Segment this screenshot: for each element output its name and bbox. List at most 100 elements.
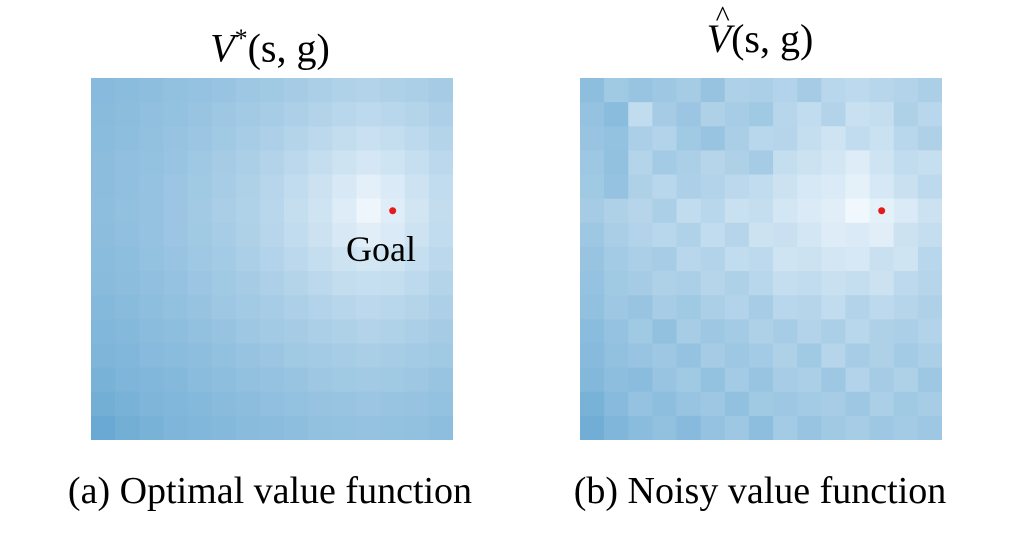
heatmap-cell (845, 246, 871, 272)
heatmap-cell (308, 295, 333, 320)
heatmap-cell (652, 246, 678, 272)
heatmap-cell (869, 415, 895, 440)
heatmap-cell (428, 102, 453, 127)
heatmap-cell (284, 198, 309, 224)
heatmap-cell (676, 222, 702, 248)
heatmap-cell (404, 391, 430, 417)
heatmap-cell (211, 246, 237, 272)
heatmap-cell (748, 174, 774, 200)
heatmap-cell (91, 78, 116, 103)
heatmap-cell (284, 415, 309, 440)
heatmap-cell (235, 78, 261, 103)
heatmap-cell (917, 102, 942, 127)
heatmap-cell (332, 367, 358, 393)
heatmap-cell (700, 78, 726, 103)
heatmap-cell (628, 295, 653, 320)
heatmap-cell (676, 102, 702, 127)
heatmap-cell (604, 198, 629, 224)
heatmap-cell (869, 391, 895, 417)
heatmap-cell (748, 102, 774, 127)
heatmap-cell (404, 78, 430, 103)
heatmap-cell (580, 78, 605, 103)
heatmap-cell (700, 391, 726, 417)
heatmap-cell (308, 391, 333, 417)
heatmap-noisy-value (580, 78, 942, 440)
heatmap-cell (332, 78, 358, 103)
heatmap-cell (652, 295, 678, 320)
heatmap-cell (845, 198, 871, 224)
heatmap-cell (700, 150, 726, 176)
heatmap-cell (332, 271, 358, 296)
heatmap-cell (652, 150, 678, 176)
heatmap-cell (676, 391, 702, 417)
heatmap-cell (869, 271, 895, 296)
heatmap-cell (308, 415, 333, 440)
heatmap-cell (163, 78, 189, 103)
heatmap-cell (139, 150, 164, 176)
heatmap-cell (428, 222, 453, 248)
heatmap-cell (604, 343, 629, 369)
heatmap-cell (676, 295, 702, 320)
heatmap-cell (380, 271, 406, 296)
heatmap-cell (604, 222, 629, 248)
heatmap-cell (580, 150, 605, 176)
heatmap-cell (845, 391, 871, 417)
title-symbol-hat: V (707, 0, 731, 64)
heatmap-cell (773, 102, 798, 127)
heatmap-cell (893, 271, 919, 296)
heatmap-cell (308, 198, 333, 224)
heatmap-cell (284, 295, 309, 320)
heatmap-cell (628, 391, 653, 417)
heatmap-cell (628, 102, 653, 127)
heatmap-cell (748, 198, 774, 224)
heatmap-cell (187, 78, 213, 103)
heatmap-cell (652, 343, 678, 369)
heatmap-cell (893, 295, 919, 320)
heatmap-cell (308, 246, 333, 272)
heatmap-cell (163, 367, 189, 393)
heatmap-cell (604, 126, 629, 151)
heatmap-cell (869, 246, 895, 272)
heatmap-cell (380, 150, 406, 176)
heatmap-cell (332, 391, 358, 417)
heatmap-cell (308, 319, 333, 345)
heatmap-cell (628, 126, 653, 151)
heatmap-cell (773, 319, 798, 345)
heatmap-cell (821, 102, 847, 127)
heatmap-cell (428, 198, 453, 224)
heatmap-cell (235, 222, 261, 248)
heatmap-cell (139, 126, 164, 151)
heatmap-cell (259, 391, 285, 417)
heatmap-cell (259, 415, 285, 440)
heatmap-cell (163, 222, 189, 248)
heatmap-cell (748, 246, 774, 272)
heatmap-cell (356, 295, 382, 320)
heatmap-cell (211, 102, 237, 127)
heatmap-cell (893, 102, 919, 127)
heatmap-cell (652, 367, 678, 393)
heatmap-cell (748, 295, 774, 320)
heatmap-cell (115, 174, 140, 200)
heatmap-cell (652, 126, 678, 151)
heatmap-cell (139, 343, 164, 369)
heatmap-cell (869, 150, 895, 176)
heatmap-cell (773, 271, 798, 296)
heatmap-cell (869, 126, 895, 151)
heatmap-cell (604, 415, 629, 440)
heatmap-cell (700, 102, 726, 127)
heatmap-cell (604, 102, 629, 127)
heatmap-cell (139, 271, 164, 296)
heatmap-cell (356, 271, 382, 296)
heatmap-cell (724, 246, 750, 272)
heatmap-cell (187, 198, 213, 224)
heatmap-cell (676, 126, 702, 151)
heatmap-cell (356, 174, 382, 200)
heatmap-cell (332, 174, 358, 200)
heatmap-cell (404, 367, 430, 393)
heatmap-cell (580, 271, 605, 296)
heatmap-cell (187, 415, 213, 440)
heatmap-cell (773, 150, 798, 176)
heatmap-cell (773, 415, 798, 440)
heatmap-cell (308, 102, 333, 127)
heatmap-cell (356, 343, 382, 369)
